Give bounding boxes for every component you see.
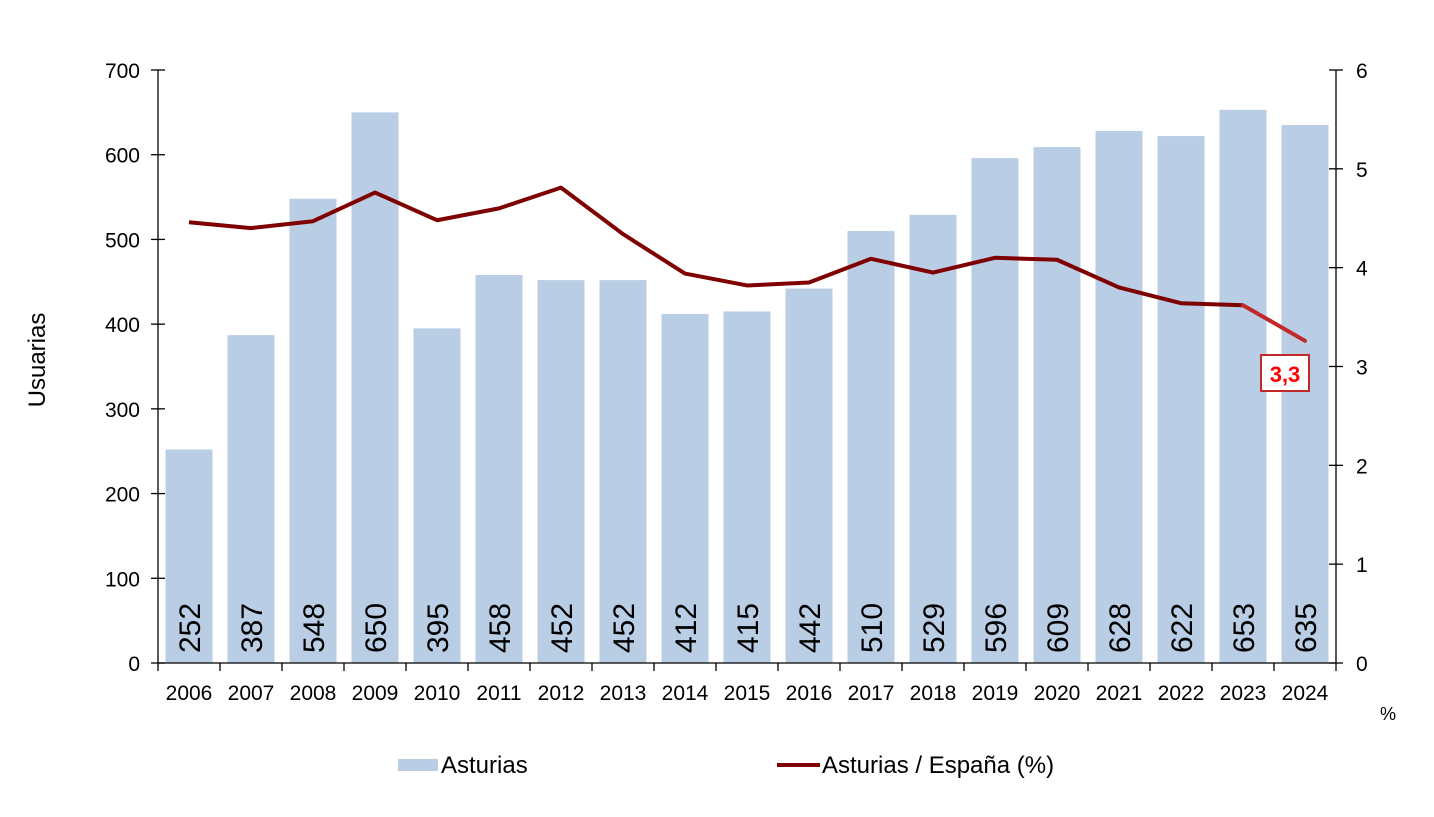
left-tick-label: 100 [105, 568, 140, 591]
right-tick-label: 1 [1356, 554, 1368, 577]
bar-label-2010: 395 [422, 603, 455, 653]
bar-2021 [1095, 130, 1143, 664]
y2-axis-label: % [1380, 704, 1396, 724]
bar-2015 [723, 311, 771, 663]
x-tick-label: 2024 [1282, 682, 1329, 705]
x-tick-label: 2011 [476, 682, 521, 705]
bar-2024 [1281, 125, 1329, 664]
bar-label-2009: 650 [360, 603, 393, 653]
x-tick-label: 2020 [1034, 682, 1081, 705]
bar-label-2007: 387 [236, 603, 269, 653]
bar-2006 [165, 449, 213, 663]
bar-2020 [1033, 147, 1081, 664]
bar-2023 [1219, 109, 1267, 663]
bar-label-2012: 452 [546, 603, 579, 653]
annotation-box [1260, 354, 1310, 392]
bar-label-2024: 635 [1290, 603, 1323, 653]
right-tick-label: 6 [1356, 60, 1368, 83]
x-tick-label: 2016 [786, 682, 833, 705]
bar-label-2020: 609 [1042, 603, 1075, 653]
bar-label-2014: 412 [670, 603, 703, 653]
bar-2011 [475, 275, 523, 663]
x-tick-label: 2017 [848, 682, 895, 705]
legend-bar-swatch [398, 759, 438, 771]
x-tick-label: 2014 [662, 682, 709, 705]
x-tick-label: 2008 [290, 682, 337, 705]
left-tick-label: 700 [105, 60, 140, 83]
left-tick-label: 300 [105, 399, 140, 422]
x-tick-label: 2021 [1096, 682, 1143, 705]
bar-label-2015: 415 [732, 603, 765, 653]
x-tick-label: 2009 [352, 682, 399, 705]
left-tick-label: 500 [105, 229, 140, 252]
bar-2018 [909, 214, 957, 663]
annotation-label: 3,3 [1270, 362, 1301, 387]
x-tick-label: 2013 [600, 682, 647, 705]
left-tick-label: 600 [105, 145, 140, 168]
left-tick-label: 0 [128, 653, 140, 676]
bar-label-2011: 458 [484, 603, 517, 653]
left-tick-label: 200 [105, 484, 140, 507]
bar-label-2021: 628 [1104, 603, 1137, 653]
bar-2013 [599, 280, 647, 663]
line-series [188, 185, 1244, 308]
bar-2016 [785, 288, 833, 663]
x-tick-label: 2012 [538, 682, 585, 705]
bar-2007 [227, 335, 275, 663]
right-tick-label: 0 [1356, 653, 1368, 676]
line-last-segment [1241, 303, 1307, 343]
bar-2022 [1157, 136, 1205, 663]
bar-2019 [971, 158, 1019, 664]
bar-2012 [537, 280, 585, 663]
bar-label-2022: 622 [1166, 603, 1199, 653]
x-tick-label: 2015 [724, 682, 771, 705]
x-tick-label: 2019 [972, 682, 1019, 705]
x-tick-label: 2006 [166, 682, 213, 705]
bar-label-2023: 653 [1228, 603, 1261, 653]
left-tick-label: 400 [105, 314, 140, 337]
legend-bar-label: Asturias [441, 752, 528, 779]
right-tick-label: 4 [1356, 258, 1368, 281]
right-tick-label: 2 [1356, 455, 1368, 478]
x-tick-label: 2010 [414, 682, 461, 705]
y-axis-label: Usuarias [24, 313, 51, 408]
bar-2010 [413, 328, 461, 663]
x-tick-label: 2023 [1220, 682, 1267, 705]
bar-label-2013: 452 [608, 603, 641, 653]
bar-label-2018: 529 [918, 603, 951, 653]
right-tick-label: 5 [1356, 159, 1368, 182]
x-tick-label: 2018 [910, 682, 957, 705]
bar-label-2016: 442 [794, 603, 827, 653]
legend-line-label: Asturias / España (%) [822, 752, 1054, 779]
bar-label-2017: 510 [856, 603, 889, 653]
x-tick-label: 2022 [1158, 682, 1205, 705]
bar-2017 [847, 230, 895, 663]
bar-label-2019: 596 [980, 603, 1013, 653]
bar-2014 [661, 313, 709, 663]
bar-label-2006: 252 [174, 603, 207, 653]
bar-2008 [289, 198, 337, 663]
bar-2009 [351, 112, 399, 664]
right-tick-label: 3 [1356, 357, 1368, 380]
bar-label-2008: 548 [298, 603, 331, 653]
x-tick-label: 2007 [228, 682, 275, 705]
